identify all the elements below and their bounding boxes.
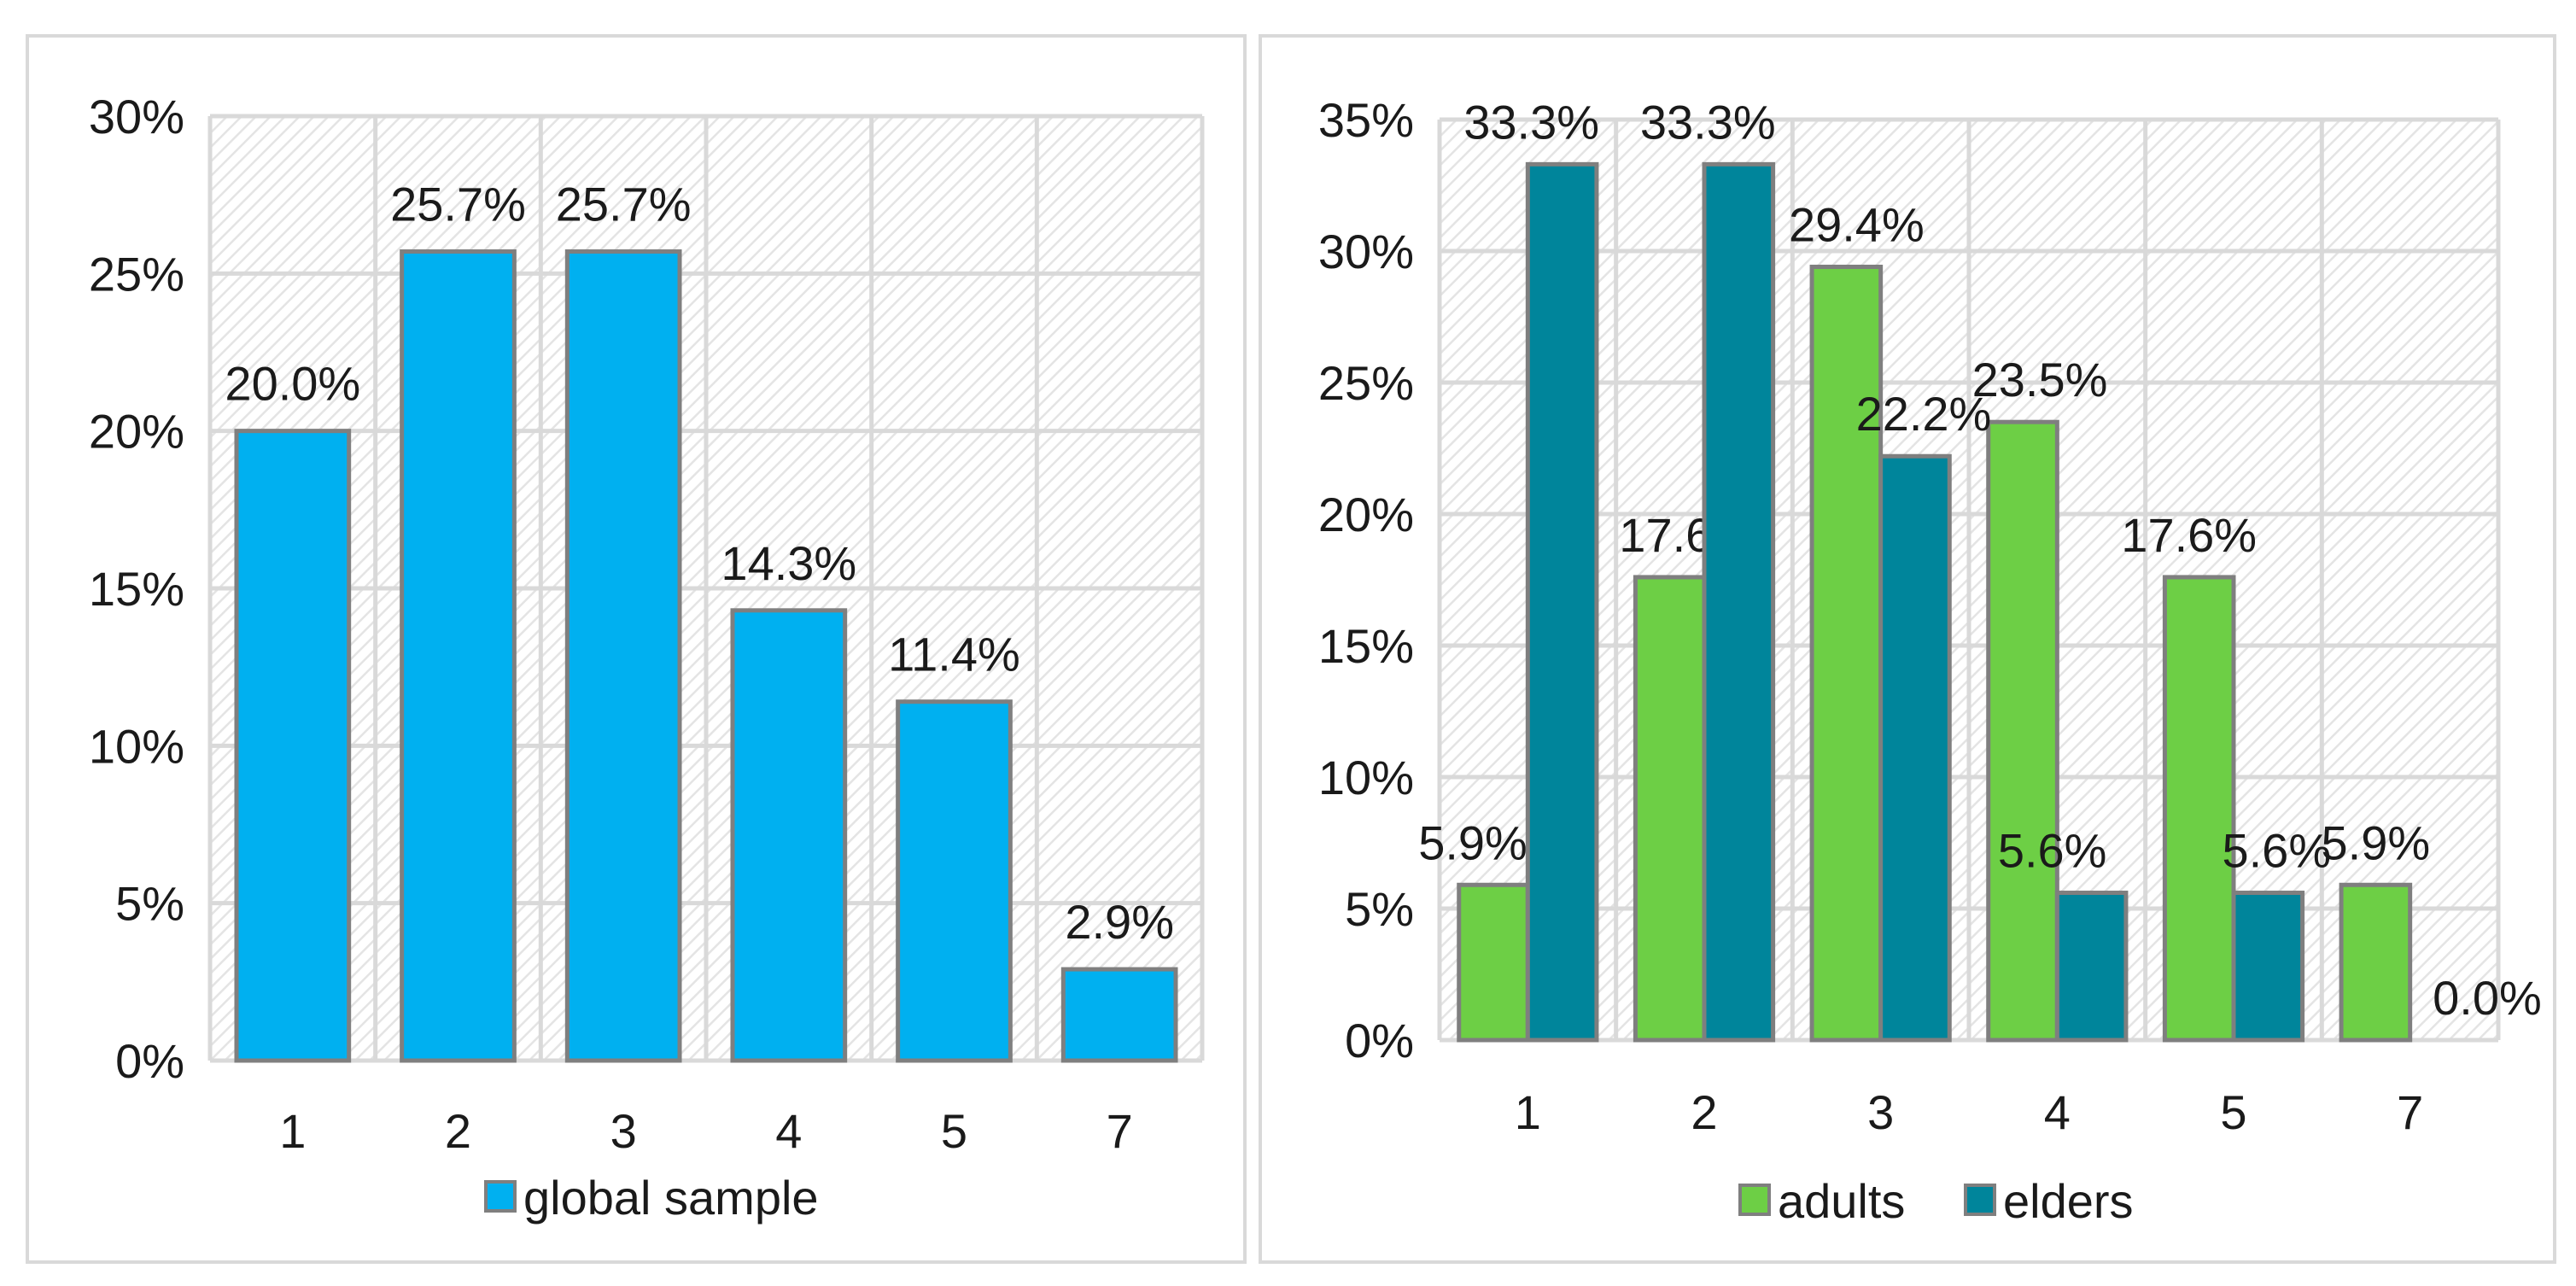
bar-elders-3 xyxy=(1878,453,1952,1043)
data-label: 5.9% xyxy=(2322,815,2431,869)
data-label: 20.0% xyxy=(225,357,360,411)
data-label: 2.9% xyxy=(1065,895,1174,949)
y-tick-label: 25% xyxy=(89,247,184,301)
legend-swatch xyxy=(1738,1184,1771,1216)
x-tick-label: 4 xyxy=(775,1104,802,1158)
bar-elders-4 xyxy=(2054,891,2129,1043)
legend-label: adults xyxy=(1778,1174,1905,1228)
bar-adults-1 xyxy=(1457,882,1530,1043)
bar-global-sample-5 xyxy=(896,699,1013,1063)
x-tick-label: 7 xyxy=(1107,1104,1133,1158)
x-tick-label: 5 xyxy=(941,1104,967,1158)
y-tick-label: 10% xyxy=(89,719,184,773)
bar-adults-3 xyxy=(1809,264,1884,1043)
data-label: 11.4% xyxy=(888,628,1020,681)
x-tick-label: 1 xyxy=(1515,1085,1541,1139)
bar-global-sample-2 xyxy=(400,249,517,1063)
x-tick-label: 1 xyxy=(279,1104,306,1158)
bar-elders-1 xyxy=(1525,161,1599,1043)
bar-global-sample-3 xyxy=(564,249,682,1063)
data-label: 33.3% xyxy=(1463,95,1599,149)
chart-adults-elders: 0% 5% 10% 15% 20% 25% 30% 35% 1 2 3 4 5 7 5.9% 17.6% 29.… xyxy=(1318,93,2542,1228)
chart-global-sample: 0% 5% 10% 15% 20% 25% 30% 1 2 3 4 5 7 20.0% 25.7% 25.7%… xyxy=(89,90,1205,1225)
x-tick-label: 2 xyxy=(445,1104,471,1158)
bar-elders-5 xyxy=(2231,891,2305,1043)
bar-global-sample-4 xyxy=(730,608,848,1063)
bar-adults-4 xyxy=(1986,419,2059,1043)
data-label: 29.4% xyxy=(1789,197,1925,251)
chart-panel-adults-elders: 0% 5% 10% 15% 20% 25% 30% 35% 1 2 3 4 5 7 5.9% 17.6% 29.… xyxy=(1259,34,2556,1264)
data-label: 33.3% xyxy=(1640,95,1776,149)
bar-global-sample-1 xyxy=(234,429,352,1063)
y-tick-label: 20% xyxy=(89,405,184,459)
data-label: 22.2% xyxy=(1856,387,1992,441)
y-tick-label: 15% xyxy=(89,562,184,616)
bar-global-sample-7 xyxy=(1060,967,1178,1063)
x-tick-label: 3 xyxy=(1867,1085,1894,1139)
data-label: 23.5% xyxy=(1972,353,2108,406)
y-tick-label: 0% xyxy=(115,1034,184,1088)
bar-elders-2 xyxy=(1702,161,1776,1043)
data-label: 25.7% xyxy=(390,178,526,231)
y-tick-label: 20% xyxy=(1318,488,1414,541)
bar-adults-7 xyxy=(2339,882,2413,1043)
y-tick-label: 10% xyxy=(1318,751,1414,804)
y-tick-label: 5% xyxy=(1345,882,1414,936)
data-label: 0.0% xyxy=(2433,971,2542,1025)
x-tick-label: 3 xyxy=(610,1104,637,1158)
x-tick-label: 2 xyxy=(1691,1085,1717,1139)
data-label: 25.7% xyxy=(556,178,692,231)
y-tick-label: 5% xyxy=(115,877,184,931)
y-tick-label: 30% xyxy=(1318,225,1414,278)
y-tick-label: 35% xyxy=(1318,93,1414,147)
x-tick-label: 4 xyxy=(2044,1085,2071,1139)
y-tick-label: 30% xyxy=(89,90,184,143)
legend-label: global sample xyxy=(523,1171,819,1225)
data-label: 5.6% xyxy=(1998,824,2107,878)
x-tick-label: 7 xyxy=(2397,1085,2423,1139)
x-tick-label: 5 xyxy=(2220,1085,2246,1139)
legend-swatch xyxy=(484,1180,517,1213)
y-tick-label: 25% xyxy=(1318,356,1414,410)
y-tick-label: 0% xyxy=(1345,1014,1414,1067)
bar-adults-2 xyxy=(1633,575,1707,1043)
legend-label: elders xyxy=(2003,1174,2134,1228)
data-label: 14.3% xyxy=(721,536,856,590)
data-label: 17.6% xyxy=(2121,508,2257,562)
data-label: 5.9% xyxy=(1418,815,1527,869)
legend-swatch xyxy=(1964,1184,1996,1216)
y-tick-label: 15% xyxy=(1318,619,1414,673)
bar-adults-5 xyxy=(2162,575,2236,1043)
chart-panel-global: 0% 5% 10% 15% 20% 25% 30% 1 2 3 4 5 7 20.0% 25.7% 25.7%… xyxy=(26,34,1247,1264)
data-label: 5.6% xyxy=(2222,824,2331,878)
